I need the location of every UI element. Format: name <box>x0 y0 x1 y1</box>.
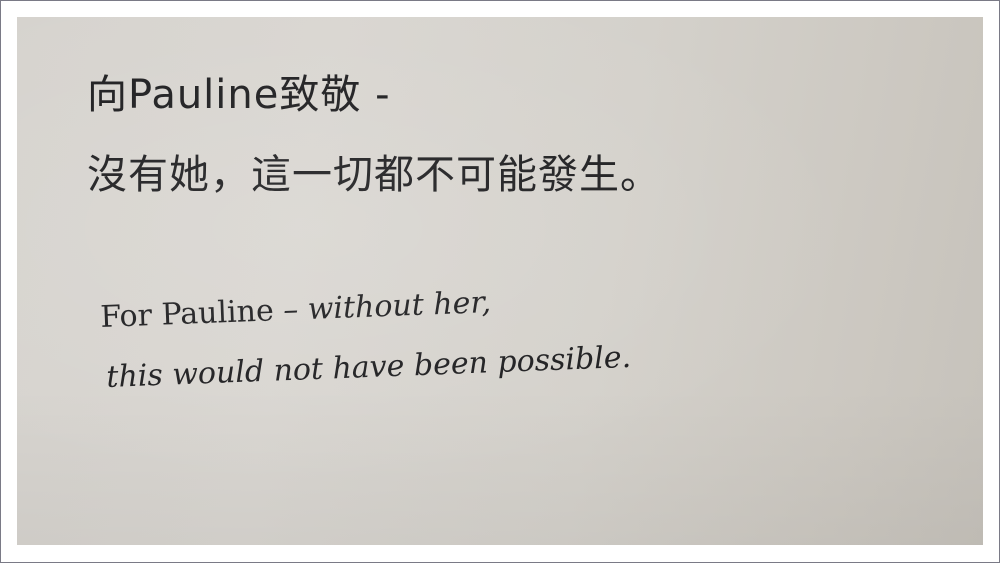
chinese-dedication-line-2: 沒有她，這一切都不可能發生。 <box>87 152 661 198</box>
english-line-1-italic: – without her, <box>273 285 492 329</box>
english-dedication-line-1: For Pauline – without her, <box>99 285 492 335</box>
english-line-1-upright: For Pauline <box>99 293 275 335</box>
chinese-dedication-line-1: 向Pauline致敬 - <box>87 72 391 118</box>
sign-photo: 向Pauline致敬 - 沒有她，這一切都不可能發生。 For Pauline … <box>17 17 983 545</box>
english-dedication-line-2: this would not have been possible. <box>105 339 632 395</box>
